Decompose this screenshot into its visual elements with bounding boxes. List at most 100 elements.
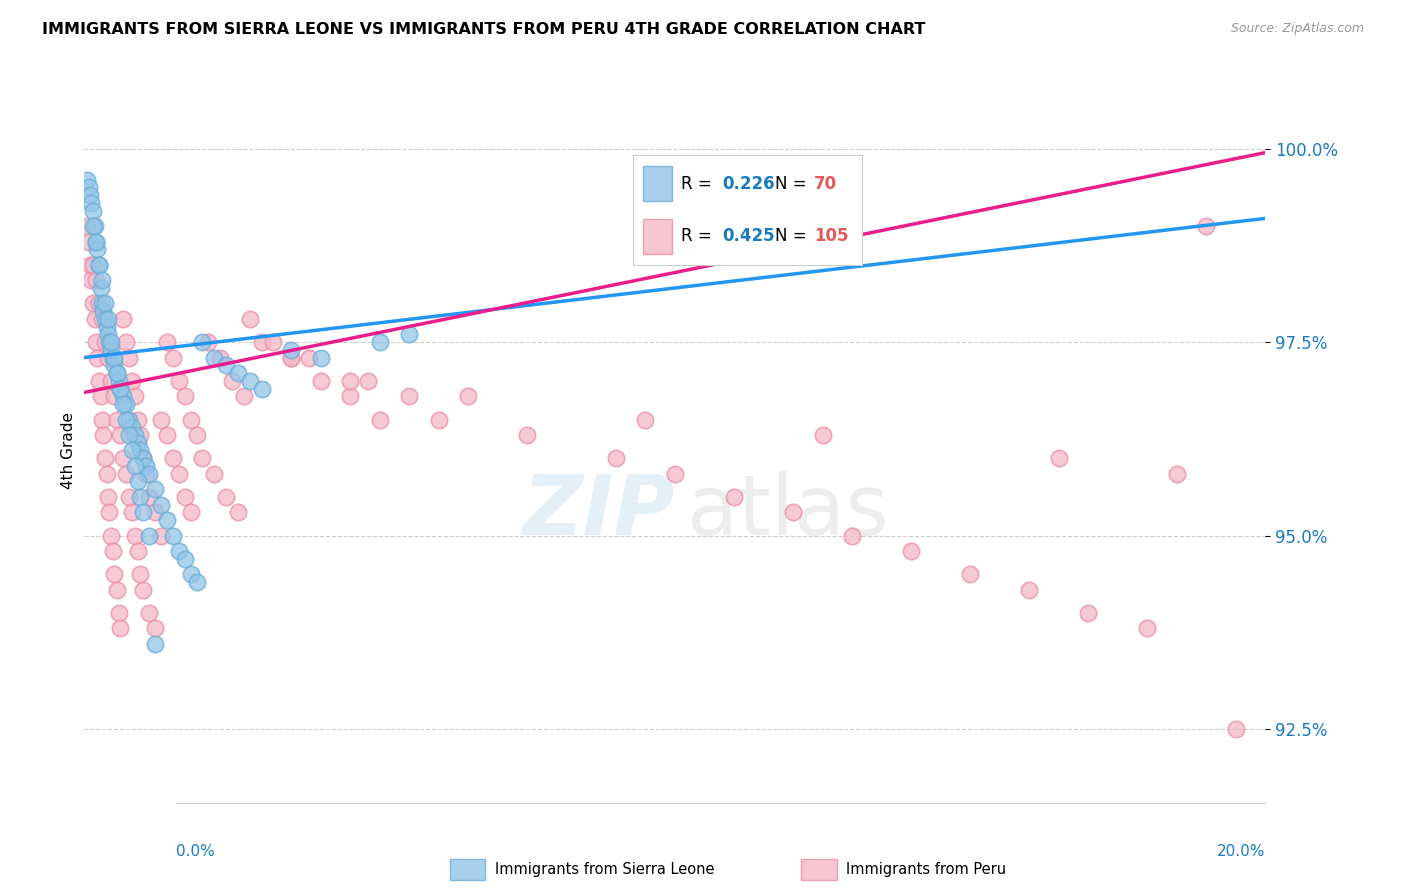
Point (97, 351, 120, 365)
Point (129, 490, 152, 504)
Point (180, 505, 202, 519)
Text: Source: ZipAtlas.com: Source: ZipAtlas.com (1230, 22, 1364, 36)
Point (132, 505, 155, 519)
Text: ZIP: ZIP (522, 471, 675, 551)
Point (118, 428, 141, 442)
Point (959, 567, 981, 582)
Point (226, 505, 249, 519)
Point (239, 374, 262, 388)
Point (162, 351, 184, 365)
Text: atlas: atlas (686, 471, 889, 551)
Point (80, 195, 103, 210)
Point (94, 451, 117, 466)
Bar (643, 166, 672, 202)
Point (114, 412, 136, 426)
Point (94, 335, 117, 350)
Point (173, 389, 195, 403)
Point (111, 397, 134, 411)
Text: Immigrants from Peru: Immigrants from Peru (846, 863, 1007, 877)
Point (156, 513, 179, 527)
Point (191, 451, 214, 466)
Point (150, 412, 173, 426)
Point (180, 567, 202, 582)
Point (1047, 451, 1070, 466)
Point (1077, 606, 1099, 620)
Point (118, 490, 141, 504)
Point (80, 273, 103, 287)
Point (357, 374, 380, 388)
Point (79, 188, 101, 202)
Point (77, 180, 100, 194)
Point (368, 412, 391, 426)
Point (121, 420, 143, 434)
Text: R =: R = (682, 227, 717, 245)
Point (129, 443, 152, 458)
Point (108, 428, 131, 442)
Point (1195, 219, 1218, 233)
Point (605, 451, 627, 466)
Point (91, 296, 114, 310)
Point (180, 412, 202, 426)
Point (94, 312, 117, 326)
Point (135, 458, 157, 473)
Point (209, 351, 232, 365)
Point (723, 490, 745, 504)
Point (87, 258, 111, 272)
Point (111, 451, 134, 466)
Text: N =: N = (775, 175, 813, 193)
Point (664, 467, 686, 481)
Point (111, 389, 134, 403)
Point (309, 351, 332, 365)
Point (782, 505, 804, 519)
Point (150, 498, 173, 512)
Point (156, 428, 179, 442)
Point (121, 505, 143, 519)
Point (100, 528, 122, 542)
Point (129, 428, 152, 442)
Point (84, 273, 107, 287)
Point (101, 544, 124, 558)
Point (103, 567, 125, 582)
Point (107, 374, 129, 388)
Point (98, 505, 121, 519)
Text: 105: 105 (814, 227, 849, 245)
Point (132, 582, 155, 597)
Point (76, 172, 98, 186)
Point (84, 235, 107, 249)
Point (138, 467, 160, 481)
Point (105, 412, 128, 426)
Point (634, 412, 657, 426)
Point (100, 335, 122, 350)
Point (91, 273, 114, 287)
Point (86, 351, 108, 365)
Point (129, 567, 152, 582)
Point (97, 327, 120, 342)
Point (103, 359, 125, 373)
Point (108, 382, 131, 396)
Point (162, 528, 184, 542)
Point (118, 351, 141, 365)
Point (135, 467, 157, 481)
Point (138, 490, 160, 504)
Point (127, 475, 149, 489)
Point (108, 621, 131, 635)
Point (108, 382, 131, 396)
Point (1225, 722, 1247, 736)
Point (239, 312, 262, 326)
Point (162, 451, 184, 466)
Point (84, 235, 107, 249)
Point (186, 574, 208, 589)
Point (87, 374, 111, 388)
Point (250, 382, 273, 396)
Point (197, 335, 219, 350)
Point (186, 428, 208, 442)
Point (167, 374, 190, 388)
Point (262, 335, 284, 350)
Point (91, 304, 114, 318)
Point (398, 389, 420, 403)
Point (156, 335, 179, 350)
Point (138, 606, 160, 620)
Point (100, 374, 122, 388)
Point (111, 312, 134, 326)
Text: 20.0%: 20.0% (1218, 845, 1265, 859)
